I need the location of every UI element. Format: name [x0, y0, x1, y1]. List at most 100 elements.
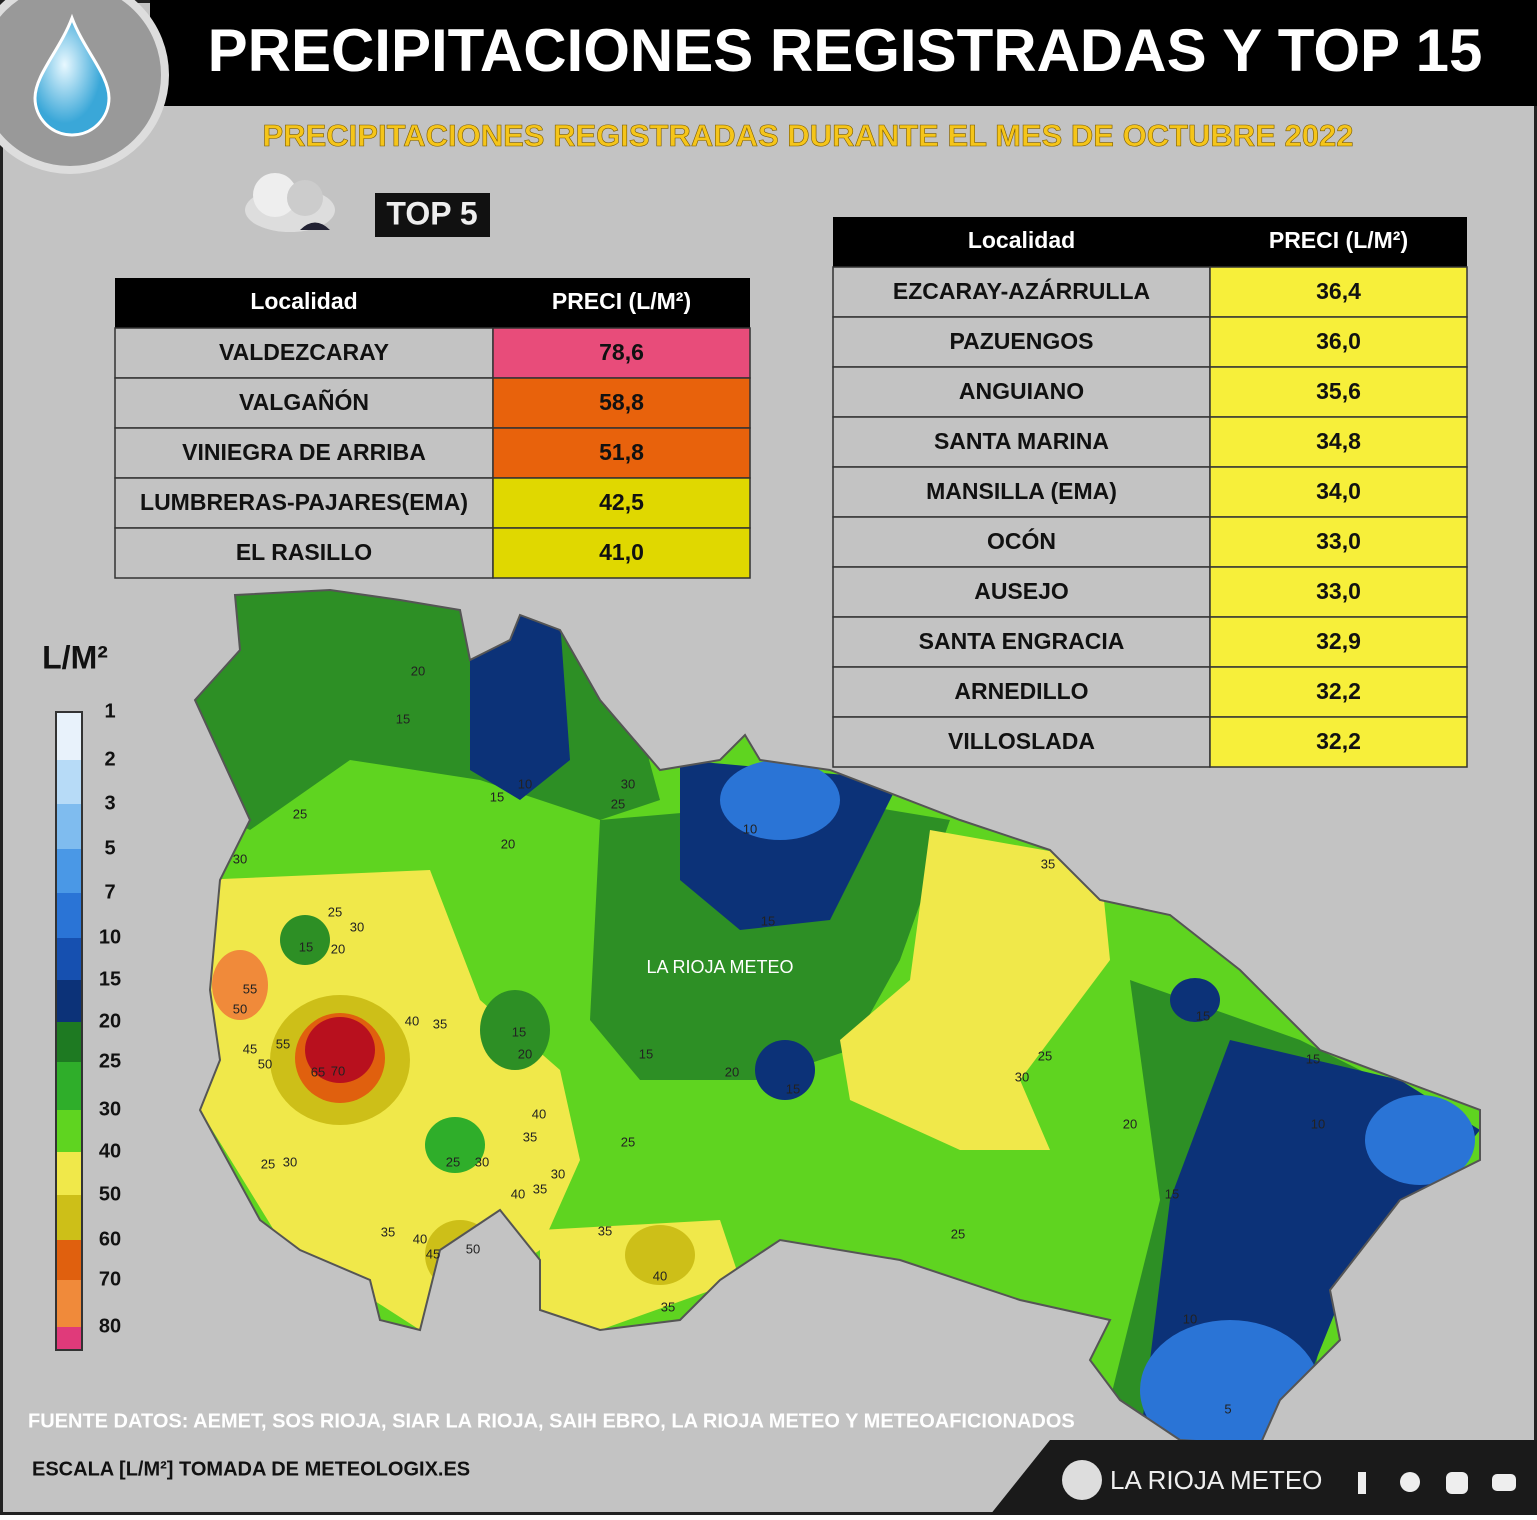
locality: VALGAÑÓN — [239, 388, 369, 415]
contour-label: 15 — [512, 1024, 526, 1039]
contour-label: 30 — [621, 776, 635, 791]
contour-label: 35 — [433, 1016, 447, 1031]
contour-label: 25 — [951, 1226, 965, 1241]
row-cell — [832, 616, 1211, 668]
contour-label: 20 — [331, 941, 345, 956]
locality: PAZUENGOS — [950, 328, 1094, 354]
drop-icon — [33, 13, 111, 137]
contour-label: 35 — [523, 1129, 537, 1144]
contour-label: 15 — [1165, 1186, 1179, 1201]
value-cell — [492, 377, 751, 429]
scale-label: 5 — [104, 837, 115, 859]
scale-segment — [56, 849, 82, 893]
precip-value: 34,0 — [1316, 478, 1361, 504]
contour-label: 15 — [639, 1046, 653, 1061]
contour-label: 40 — [653, 1268, 667, 1283]
contour-label: 40 — [532, 1106, 546, 1121]
contour-label: 30 — [551, 1166, 565, 1181]
contour-label: 25 — [293, 806, 307, 821]
contour-label: 15 — [396, 711, 410, 726]
contour-label: 45 — [243, 1041, 257, 1056]
contour-label: 45 — [426, 1246, 440, 1261]
value-cell — [492, 527, 751, 579]
locality: SANTA ENGRACIA — [919, 628, 1125, 654]
scale-note: ESCALA [L/M²] TOMADA DE METEOLOGIX.ES — [32, 1458, 470, 1480]
scale-label: 2 — [104, 748, 115, 770]
contour-label: 25 — [328, 904, 342, 919]
contour-label: 20 — [411, 663, 425, 678]
subtitle: PRECIPITACIONES REGISTRADAS DURANTE EL M… — [263, 118, 1354, 153]
scale-segment — [56, 804, 82, 849]
cloud-icon — [245, 173, 335, 232]
scale-frame — [55, 711, 83, 1351]
precip-value: 33,0 — [1316, 528, 1361, 554]
precip-value: 36,0 — [1316, 328, 1361, 354]
row-cell — [832, 716, 1211, 768]
contour-label: 30 — [283, 1154, 297, 1169]
value-cell — [492, 327, 751, 379]
precip-value: 78,6 — [599, 339, 644, 365]
locality: MANSILLA (EMA) — [926, 478, 1117, 504]
locality: EL RASILLO — [236, 539, 372, 565]
locality: VINIEGRA DE ARRIBA — [182, 439, 426, 465]
contour-label: 40 — [405, 1013, 419, 1028]
sources: FUENTE DATOS: AEMET, SOS RIOJA, SIAR LA … — [28, 1410, 1075, 1432]
contour-label: 10 — [518, 776, 532, 791]
top5-badge: TOP 5 — [386, 195, 477, 231]
contour-label: 35 — [661, 1299, 675, 1314]
contour-label: 50 — [466, 1241, 480, 1256]
locality: VILLOSLADA — [948, 728, 1095, 754]
scale-label: 20 — [99, 1010, 121, 1032]
title-bar — [150, 0, 1537, 106]
value-cell — [1209, 566, 1468, 618]
scale-label: 15 — [99, 968, 121, 990]
scale-segment — [56, 1022, 82, 1062]
contour-label: 15 — [1196, 1008, 1210, 1023]
contour-label: 50 — [233, 1001, 247, 1016]
contour-label: 30 — [233, 851, 247, 866]
contour-label: 40 — [511, 1186, 525, 1201]
column-header: PRECI (L/M²) — [552, 288, 691, 314]
value-cell — [1209, 266, 1468, 318]
row-cell — [832, 266, 1211, 318]
scale-segment — [56, 1280, 82, 1327]
contour-label: 70 — [331, 1063, 345, 1078]
scale-label: 60 — [99, 1228, 121, 1250]
contour-label: 25 — [446, 1154, 460, 1169]
scale-segment — [56, 980, 82, 1022]
value-cell — [1209, 516, 1468, 568]
contour-label: 55 — [276, 1036, 290, 1051]
row-cell — [114, 527, 494, 579]
locality: ARNEDILLO — [954, 678, 1088, 704]
scale-label: 40 — [99, 1140, 121, 1162]
top15-table: Localidad PRECI (L/M²) EZCARAY-AZÁRRULLA 36… — [832, 217, 1468, 768]
locality: ANGUIANO — [959, 378, 1084, 404]
precip-value: 36,4 — [1316, 278, 1361, 304]
value-cell — [1209, 416, 1468, 468]
precip-value: 32,2 — [1316, 728, 1361, 754]
contour-label: 40 — [413, 1231, 427, 1246]
header-row — [115, 278, 750, 328]
social-icons — [1358, 1472, 1516, 1494]
scale-segment — [56, 760, 82, 804]
scale-label: 1 — [104, 700, 115, 722]
header-row — [833, 217, 1467, 267]
contour-label: 25 — [611, 796, 625, 811]
locality: SANTA MARINA — [934, 428, 1109, 454]
scale-label: 70 — [99, 1268, 121, 1290]
scale-segment — [56, 1240, 82, 1280]
locality: LUMBRERAS-PAJARES(EMA) — [140, 489, 468, 515]
column-header: Localidad — [968, 227, 1075, 253]
contour-label: 15 — [786, 1081, 800, 1096]
top5-table: Localidad PRECI (L/M²) VALDEZCARAY 78,6 VALG… — [114, 278, 751, 579]
precip-value: 42,5 — [599, 489, 644, 515]
contour-label: 35 — [381, 1224, 395, 1239]
scale-segment — [56, 1327, 82, 1350]
contour-label: 25 — [1038, 1048, 1052, 1063]
scale-segment — [56, 1195, 82, 1240]
contour-label: 35 — [598, 1223, 612, 1238]
scale-segment — [56, 893, 82, 938]
contour-label: 25 — [261, 1156, 275, 1171]
precip-value: 58,8 — [599, 389, 644, 415]
brand-logo — [1062, 1460, 1102, 1500]
